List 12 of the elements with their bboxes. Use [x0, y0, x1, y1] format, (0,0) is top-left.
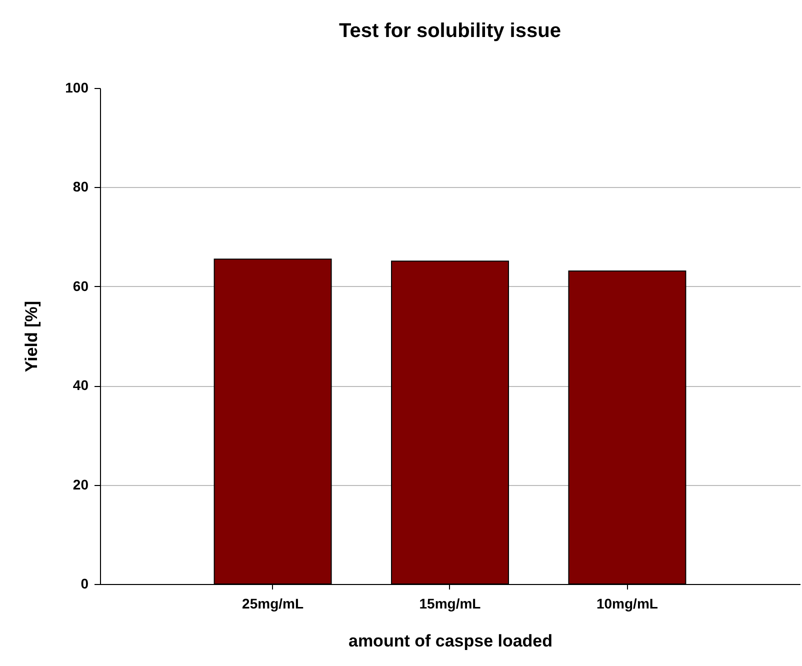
y-axis-title: Yield [%]: [22, 300, 42, 372]
y-tick-label: 40: [72, 377, 89, 394]
chart-title: Test for solubility issue: [339, 20, 561, 42]
x-tick-label: 10mg/mL: [596, 596, 658, 612]
x-axis-title: amount of caspse loaded: [348, 632, 553, 650]
y-tick-label: 100: [65, 80, 89, 96]
x-tick-label: 25mg/mL: [242, 596, 304, 612]
y-tick-label: 20: [72, 476, 89, 492]
x-tick-label: 15mg/mL: [419, 596, 482, 612]
y-tick-label: 80: [72, 178, 89, 195]
y-tick-label: 0: [80, 576, 89, 592]
y-tick-label: 60: [72, 278, 89, 294]
